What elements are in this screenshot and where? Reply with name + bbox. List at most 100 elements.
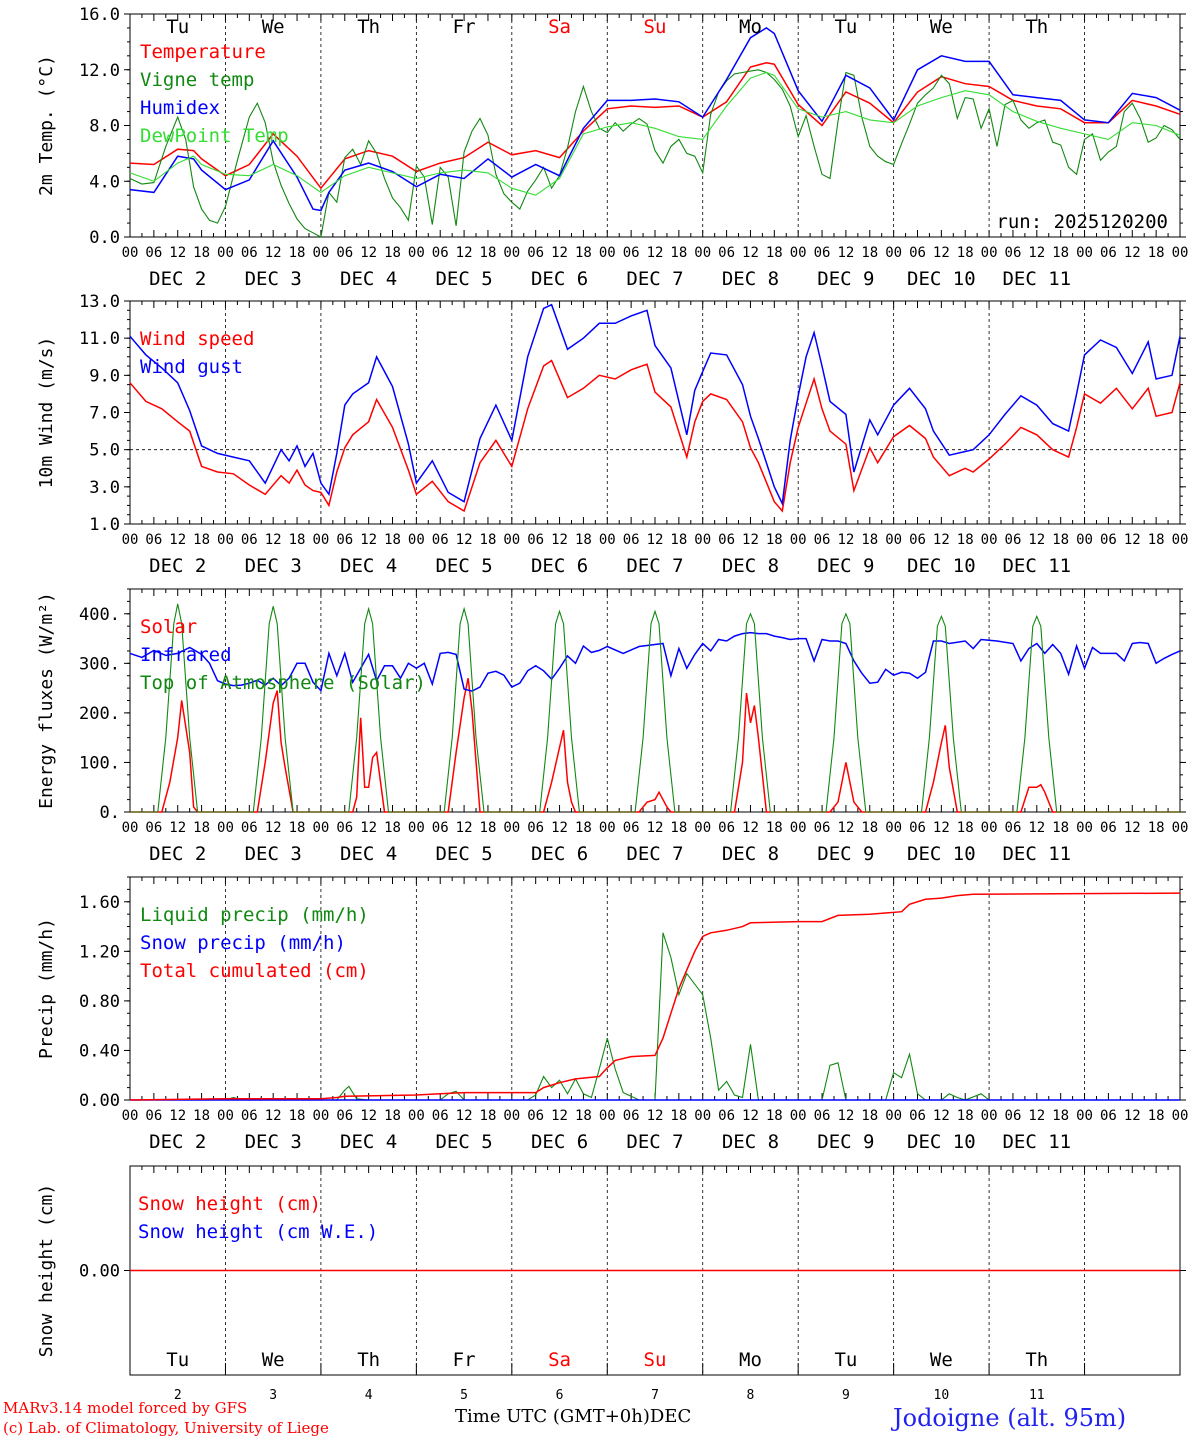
hour-tick-label: 12 [933, 820, 950, 836]
hour-tick-label: 00 [503, 820, 520, 836]
hour-tick-label: 12 [647, 1108, 664, 1124]
y-tick-label: 12.0 [79, 61, 120, 81]
legend-entry: Infrared [140, 644, 232, 666]
date-label: DEC 4 [340, 555, 397, 577]
hour-tick-label: 00 [885, 532, 902, 548]
hour-tick-label: 00 [408, 820, 425, 836]
y-tick-label: 16.0 [79, 5, 120, 25]
hour-tick-label: 00 [790, 532, 807, 548]
hour-tick-label: 06 [1005, 245, 1022, 261]
hour-tick-label: 06 [145, 245, 162, 261]
day-of-week-label: Sa [548, 16, 571, 38]
hour-tick-label: 06 [814, 820, 831, 836]
hour-tick-label: 18 [289, 820, 306, 836]
hour-tick-label: 06 [814, 1108, 831, 1124]
hour-tick-label: 18 [1148, 1108, 1165, 1124]
hour-tick-label: 06 [1100, 532, 1117, 548]
meteogram: 0.0 4.0 8.0 12.0 16.0 2m Temp. (°C) Temperatur… [36, 5, 1189, 1400]
hour-tick-label: 06 [623, 1108, 640, 1124]
y-tick-label: 5.0 [89, 441, 120, 461]
station-name: Jodoigne (alt. 95m) [893, 1404, 1127, 1432]
panel-2 [124, 300, 1186, 525]
hour-tick-label: 06 [241, 820, 258, 836]
hour-tick-label: 00 [599, 245, 616, 261]
hour-tick-label: 00 [1076, 245, 1093, 261]
hour-tick-label: 00 [981, 245, 998, 261]
hour-tick-label: 18 [575, 1108, 592, 1124]
hour-tick-label: 12 [742, 245, 759, 261]
y-axis-label: Energy fluxes (W/m²) [36, 592, 57, 809]
y-tick-label: 3.0 [89, 478, 120, 498]
date-label: DEC 9 [817, 843, 874, 865]
hour-tick-label: 00 [217, 1108, 234, 1124]
day-of-week-label: Tu [834, 16, 857, 38]
hour-tick-label: 06 [241, 1108, 258, 1124]
hour-tick-label: 00 [312, 532, 329, 548]
y-axis-label: 10m Wind (m/s) [36, 337, 57, 489]
date-label: DEC 9 [817, 555, 874, 577]
date-label: DEC 11 [1002, 843, 1071, 865]
series-line-humidex [129, 27, 1181, 212]
hour-tick-label: 06 [623, 532, 640, 548]
hour-tick-label: 12 [456, 532, 473, 548]
hour-tick-label: 18 [1052, 532, 1069, 548]
date-label: DEC 3 [245, 1131, 302, 1153]
date-label: DEC 6 [531, 268, 588, 290]
hour-tick-label: 18 [766, 245, 783, 261]
day-of-week-label: We [930, 16, 953, 38]
hour-tick-label: 12 [837, 1108, 854, 1124]
hour-tick-label: 00 [790, 820, 807, 836]
hour-tick-label: 00 [217, 820, 234, 836]
hour-tick-label: 18 [289, 532, 306, 548]
hour-tick-label: 06 [336, 820, 353, 836]
series-line-infrared [129, 631, 1181, 693]
hour-tick-label: 00 [885, 245, 902, 261]
series-line-total-cumulated-cm- [129, 892, 1181, 1101]
legend-entry: DewPoint Temp [140, 125, 289, 147]
hour-tick-label: 06 [527, 1108, 544, 1124]
hour-tick-label: 06 [241, 245, 258, 261]
day-of-week-label: We [262, 16, 285, 38]
y-axis-label: Snow height (cm) [36, 1184, 57, 1357]
hour-tick-label: 00 [599, 820, 616, 836]
hour-tick-label: 06 [718, 532, 735, 548]
hour-tick-label: 12 [837, 532, 854, 548]
day-of-week-label: Mo [739, 1349, 762, 1371]
hour-tick-label: 06 [336, 1108, 353, 1124]
hour-tick-label: 12 [551, 245, 568, 261]
hour-tick-label: 12 [169, 245, 186, 261]
hour-tick-label: 12 [360, 245, 377, 261]
hour-tick-label: 12 [647, 820, 664, 836]
hour-tick-label: 06 [1005, 1108, 1022, 1124]
date-label: DEC 11 [1002, 1131, 1071, 1153]
series-line-wind-gust [129, 303, 1181, 507]
hour-tick-label: 00 [408, 1108, 425, 1124]
legend-entry: Temperature [140, 41, 266, 63]
hour-tick-label: 00 [694, 1108, 711, 1124]
hour-tick-label: 12 [1028, 245, 1045, 261]
hour-tick-label: 18 [1148, 532, 1165, 548]
hour-tick-label: 00 [599, 1108, 616, 1124]
hour-tick-label: 00 [1172, 820, 1189, 836]
hour-tick-label: 00 [503, 1108, 520, 1124]
hour-tick-label: 12 [933, 245, 950, 261]
hour-tick-label: 12 [456, 1108, 473, 1124]
hour-tick-label: 18 [480, 532, 497, 548]
panel-3 [124, 588, 1186, 813]
date-label: DEC 6 [531, 1131, 588, 1153]
hour-tick-label: 00 [790, 1108, 807, 1124]
hour-tick-label: 12 [1028, 1108, 1045, 1124]
y-axis-label: Precip (mm/h) [36, 918, 57, 1059]
date-label: DEC 7 [626, 843, 683, 865]
legend-entry: Liquid precip (mm/h) [140, 904, 369, 926]
hour-tick-label: 18 [670, 245, 687, 261]
panel-4 [124, 876, 1186, 1101]
hour-tick-label: 00 [790, 245, 807, 261]
day-of-week-label: Mo [739, 16, 762, 38]
date-label: DEC 3 [245, 843, 302, 865]
y-tick-label: 8.0 [89, 117, 120, 137]
hour-tick-label: 00 [1076, 820, 1093, 836]
legend-entry: Wind speed [140, 328, 254, 350]
date-label: DEC 7 [626, 555, 683, 577]
hour-tick-label: 06 [336, 245, 353, 261]
